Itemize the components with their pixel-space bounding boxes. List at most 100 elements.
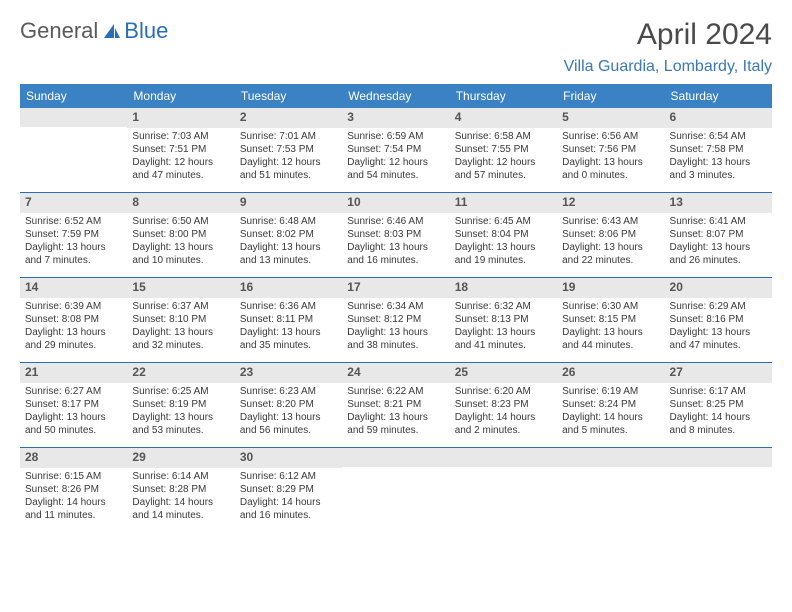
day-number: 9	[235, 193, 342, 213]
logo: General Blue	[20, 18, 168, 44]
month-title: April 2024	[564, 18, 772, 52]
day-number: 28	[20, 448, 127, 468]
sunset-line: Sunset: 8:03 PM	[347, 228, 444, 241]
sunrise-line: Sunrise: 6:27 AM	[25, 385, 122, 398]
calendar-cell: 19Sunrise: 6:30 AMSunset: 8:15 PMDayligh…	[557, 278, 664, 362]
cell-body: Sunrise: 6:58 AMSunset: 7:55 PMDaylight:…	[450, 128, 557, 186]
sunset-line: Sunset: 7:58 PM	[670, 143, 767, 156]
sunrise-line: Sunrise: 6:48 AM	[240, 215, 337, 228]
daylight-line: Daylight: 13 hours	[670, 241, 767, 254]
daylight-line: Daylight: 13 hours	[670, 156, 767, 169]
cell-body: Sunrise: 6:48 AMSunset: 8:02 PMDaylight:…	[235, 213, 342, 271]
calendar-cell: 23Sunrise: 6:23 AMSunset: 8:20 PMDayligh…	[235, 363, 342, 447]
week-row: 14Sunrise: 6:39 AMSunset: 8:08 PMDayligh…	[20, 278, 772, 363]
daylight-line: Daylight: 14 hours	[240, 496, 337, 509]
daylight-line: and 14 minutes.	[132, 509, 229, 522]
sunset-line: Sunset: 7:51 PM	[132, 143, 229, 156]
daylight-line: and 56 minutes.	[240, 424, 337, 437]
daylight-line: and 53 minutes.	[132, 424, 229, 437]
sunrise-line: Sunrise: 6:41 AM	[670, 215, 767, 228]
location-label: Villa Guardia, Lombardy, Italy	[564, 58, 772, 76]
cell-body: Sunrise: 6:52 AMSunset: 7:59 PMDaylight:…	[20, 213, 127, 271]
week-row: 1Sunrise: 7:03 AMSunset: 7:51 PMDaylight…	[20, 108, 772, 193]
daylight-line: Daylight: 13 hours	[455, 241, 552, 254]
calendar-cell: 26Sunrise: 6:19 AMSunset: 8:24 PMDayligh…	[557, 363, 664, 447]
day-number: 16	[235, 278, 342, 298]
cell-body: Sunrise: 6:30 AMSunset: 8:15 PMDaylight:…	[557, 298, 664, 356]
daylight-line: and 11 minutes.	[25, 509, 122, 522]
day-number: 26	[557, 363, 664, 383]
daylight-line: Daylight: 12 hours	[132, 156, 229, 169]
daylight-line: Daylight: 13 hours	[562, 241, 659, 254]
day-number: 15	[127, 278, 234, 298]
sunrise-line: Sunrise: 6:29 AM	[670, 300, 767, 313]
day-header-saturday: Saturday	[665, 84, 772, 108]
sunset-line: Sunset: 8:29 PM	[240, 483, 337, 496]
sunset-line: Sunset: 8:20 PM	[240, 398, 337, 411]
day-header-monday: Monday	[127, 84, 234, 108]
daylight-line: and 10 minutes.	[132, 254, 229, 267]
sunrise-line: Sunrise: 6:59 AM	[347, 130, 444, 143]
cell-body: Sunrise: 6:59 AMSunset: 7:54 PMDaylight:…	[342, 128, 449, 186]
daylight-line: Daylight: 13 hours	[132, 411, 229, 424]
calendar-cell	[665, 448, 772, 532]
sunrise-line: Sunrise: 6:19 AM	[562, 385, 659, 398]
sunset-line: Sunset: 8:06 PM	[562, 228, 659, 241]
daylight-line: Daylight: 13 hours	[562, 156, 659, 169]
calendar: SundayMondayTuesdayWednesdayThursdayFrid…	[20, 84, 772, 532]
day-number: 23	[235, 363, 342, 383]
daylight-line: and 2 minutes.	[455, 424, 552, 437]
sunset-line: Sunset: 8:11 PM	[240, 313, 337, 326]
calendar-cell: 8Sunrise: 6:50 AMSunset: 8:00 PMDaylight…	[127, 193, 234, 277]
daylight-line: and 13 minutes.	[240, 254, 337, 267]
sunset-line: Sunset: 7:56 PM	[562, 143, 659, 156]
day-number: 2	[235, 108, 342, 128]
calendar-cell: 22Sunrise: 6:25 AMSunset: 8:19 PMDayligh…	[127, 363, 234, 447]
day-number: 14	[20, 278, 127, 298]
daylight-line: Daylight: 12 hours	[240, 156, 337, 169]
week-row: 28Sunrise: 6:15 AMSunset: 8:26 PMDayligh…	[20, 448, 772, 532]
daylight-line: and 16 minutes.	[347, 254, 444, 267]
sunset-line: Sunset: 8:26 PM	[25, 483, 122, 496]
cell-body: Sunrise: 6:20 AMSunset: 8:23 PMDaylight:…	[450, 383, 557, 441]
sunset-line: Sunset: 7:54 PM	[347, 143, 444, 156]
sunset-line: Sunset: 7:53 PM	[240, 143, 337, 156]
day-number	[342, 448, 449, 467]
calendar-cell: 14Sunrise: 6:39 AMSunset: 8:08 PMDayligh…	[20, 278, 127, 362]
daylight-line: Daylight: 13 hours	[240, 326, 337, 339]
calendar-cell	[450, 448, 557, 532]
daylight-line: and 44 minutes.	[562, 339, 659, 352]
sunset-line: Sunset: 7:59 PM	[25, 228, 122, 241]
sunset-line: Sunset: 8:02 PM	[240, 228, 337, 241]
sunrise-line: Sunrise: 6:30 AM	[562, 300, 659, 313]
daylight-line: Daylight: 14 hours	[670, 411, 767, 424]
calendar-cell: 5Sunrise: 6:56 AMSunset: 7:56 PMDaylight…	[557, 108, 664, 192]
cell-body: Sunrise: 6:56 AMSunset: 7:56 PMDaylight:…	[557, 128, 664, 186]
daylight-line: and 51 minutes.	[240, 169, 337, 182]
calendar-cell: 11Sunrise: 6:45 AMSunset: 8:04 PMDayligh…	[450, 193, 557, 277]
daylight-line: Daylight: 13 hours	[240, 411, 337, 424]
sunset-line: Sunset: 8:13 PM	[455, 313, 552, 326]
day-number: 24	[342, 363, 449, 383]
day-number: 6	[665, 108, 772, 128]
cell-body: Sunrise: 6:37 AMSunset: 8:10 PMDaylight:…	[127, 298, 234, 356]
day-number: 4	[450, 108, 557, 128]
sunrise-line: Sunrise: 6:43 AM	[562, 215, 659, 228]
daylight-line: and 7 minutes.	[25, 254, 122, 267]
sunset-line: Sunset: 8:08 PM	[25, 313, 122, 326]
cell-body: Sunrise: 6:15 AMSunset: 8:26 PMDaylight:…	[20, 468, 127, 526]
daylight-line: and 47 minutes.	[132, 169, 229, 182]
calendar-cell: 7Sunrise: 6:52 AMSunset: 7:59 PMDaylight…	[20, 193, 127, 277]
sunset-line: Sunset: 8:10 PM	[132, 313, 229, 326]
daylight-line: Daylight: 14 hours	[455, 411, 552, 424]
daylight-line: and 26 minutes.	[670, 254, 767, 267]
daylight-line: and 41 minutes.	[455, 339, 552, 352]
daylight-line: Daylight: 13 hours	[25, 326, 122, 339]
sunset-line: Sunset: 8:17 PM	[25, 398, 122, 411]
daylight-line: Daylight: 14 hours	[25, 496, 122, 509]
day-number: 7	[20, 193, 127, 213]
cell-body: Sunrise: 6:32 AMSunset: 8:13 PMDaylight:…	[450, 298, 557, 356]
daylight-line: and 22 minutes.	[562, 254, 659, 267]
day-number: 25	[450, 363, 557, 383]
title-block: April 2024 Villa Guardia, Lombardy, Ital…	[564, 18, 772, 76]
